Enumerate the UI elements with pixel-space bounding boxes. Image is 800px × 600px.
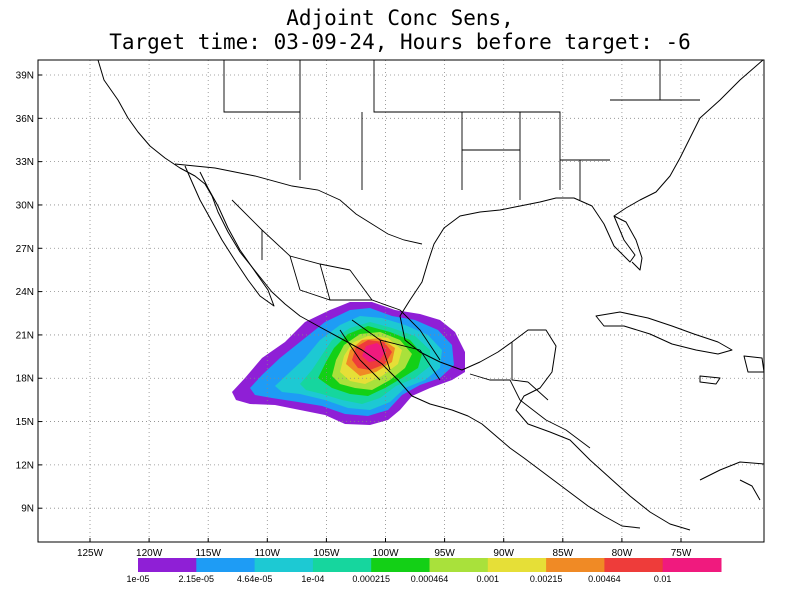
longitude-axis: 125W 120W 115W 110W 105W 100W 95W 90W 85W 80W 75W — [77, 538, 692, 559]
lat-tick-label: 33N — [16, 157, 34, 168]
lat-tick-label: 36N — [16, 114, 34, 125]
lat-tick-label: 15N — [16, 417, 34, 428]
lon-tick-label: 105W — [313, 548, 340, 559]
lon-tick-label: 125W — [77, 548, 104, 559]
lat-tick-label: 9N — [21, 504, 34, 515]
colorbar-swatch — [546, 558, 605, 572]
lon-tick-label: 120W — [136, 548, 163, 559]
colorbar-swatch — [254, 558, 314, 572]
lat-tick-label: 24N — [16, 287, 34, 298]
lat-tick-label: 39N — [16, 71, 34, 82]
lon-tick-label: 80W — [612, 548, 633, 559]
colorbar-swatch — [312, 558, 372, 572]
map-title-line1: Adjoint Conc Sens, — [286, 6, 514, 30]
colorbar-label: 4.64e-05 — [237, 574, 273, 584]
lon-tick-label: 85W — [553, 548, 574, 559]
colorbar-swatch — [487, 558, 547, 572]
colorbar-swatch — [662, 558, 722, 572]
colorbar-swatch — [371, 558, 430, 572]
graticule — [38, 60, 764, 542]
plume-level-10 — [362, 343, 386, 362]
colorbar-label: 0.00464 — [588, 574, 621, 584]
colorbar: 1e-05 2.15e-05 4.64e-05 1e-04 0.000215 0.0004… — [126, 558, 722, 584]
colorbar-swatch — [604, 558, 664, 572]
lat-tick-label: 12N — [16, 460, 34, 471]
map-title-line2: Target time: 03-09-24, Hours before targ… — [109, 30, 691, 54]
lat-tick-label: 18N — [16, 374, 34, 385]
colorbar-label: 0.00215 — [530, 574, 563, 584]
lat-tick-label: 27N — [16, 244, 34, 255]
lat-tick-label: 30N — [16, 200, 34, 211]
colorbar-swatch — [196, 558, 256, 572]
colorbar-swatch — [429, 558, 489, 572]
colorbar-label: 1e-04 — [301, 574, 324, 584]
lon-tick-label: 100W — [372, 548, 399, 559]
political-borders — [174, 60, 700, 449]
latitude-axis: 39N 36N 33N 30N 27N 24N 21N 18N 15N 12N 9N — [16, 71, 42, 515]
lon-tick-label: 90W — [493, 548, 514, 559]
lat-tick-label: 21N — [16, 330, 34, 341]
lon-tick-label: 95W — [434, 548, 455, 559]
colorbar-swatch — [138, 558, 197, 572]
lon-tick-label: 75W — [671, 548, 692, 559]
colorbar-label: 0.01 — [654, 574, 672, 584]
colorbar-label: 2.15e-05 — [179, 574, 215, 584]
map-frame — [37, 59, 765, 543]
sensitivity-plume — [232, 302, 465, 425]
colorbar-label: 1e-05 — [126, 574, 149, 584]
colorbar-label: 0.000464 — [411, 574, 449, 584]
lon-tick-label: 110W — [255, 548, 281, 559]
lon-tick-label: 115W — [196, 548, 222, 559]
coastlines — [97, 60, 764, 531]
colorbar-label: 0.000215 — [352, 574, 390, 584]
colorbar-label: 0.001 — [477, 574, 500, 584]
